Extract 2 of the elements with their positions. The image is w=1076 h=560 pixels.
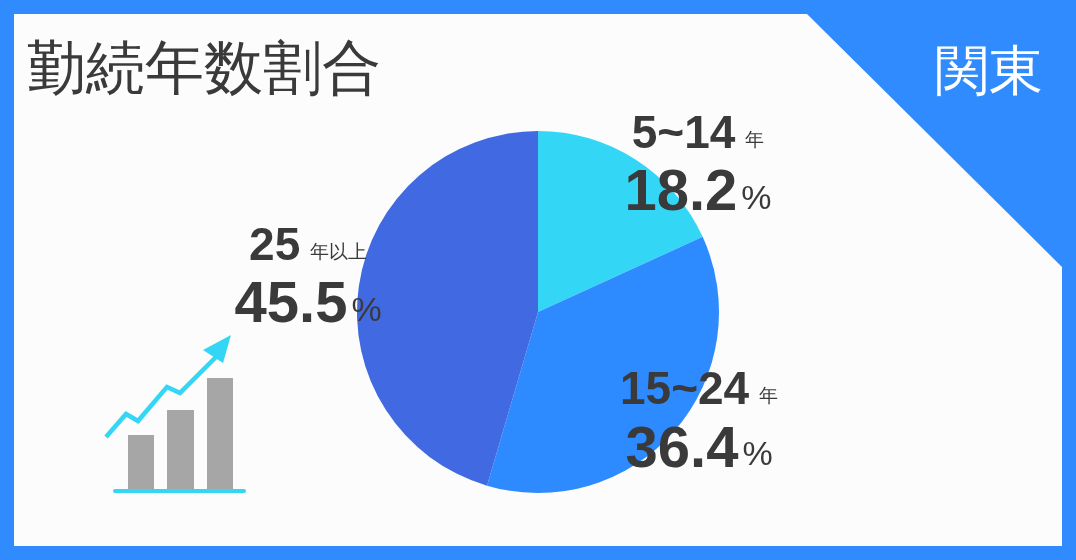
chart-title: 勤続年数割合 [27, 33, 381, 102]
text: 関東 [935, 38, 1043, 102]
